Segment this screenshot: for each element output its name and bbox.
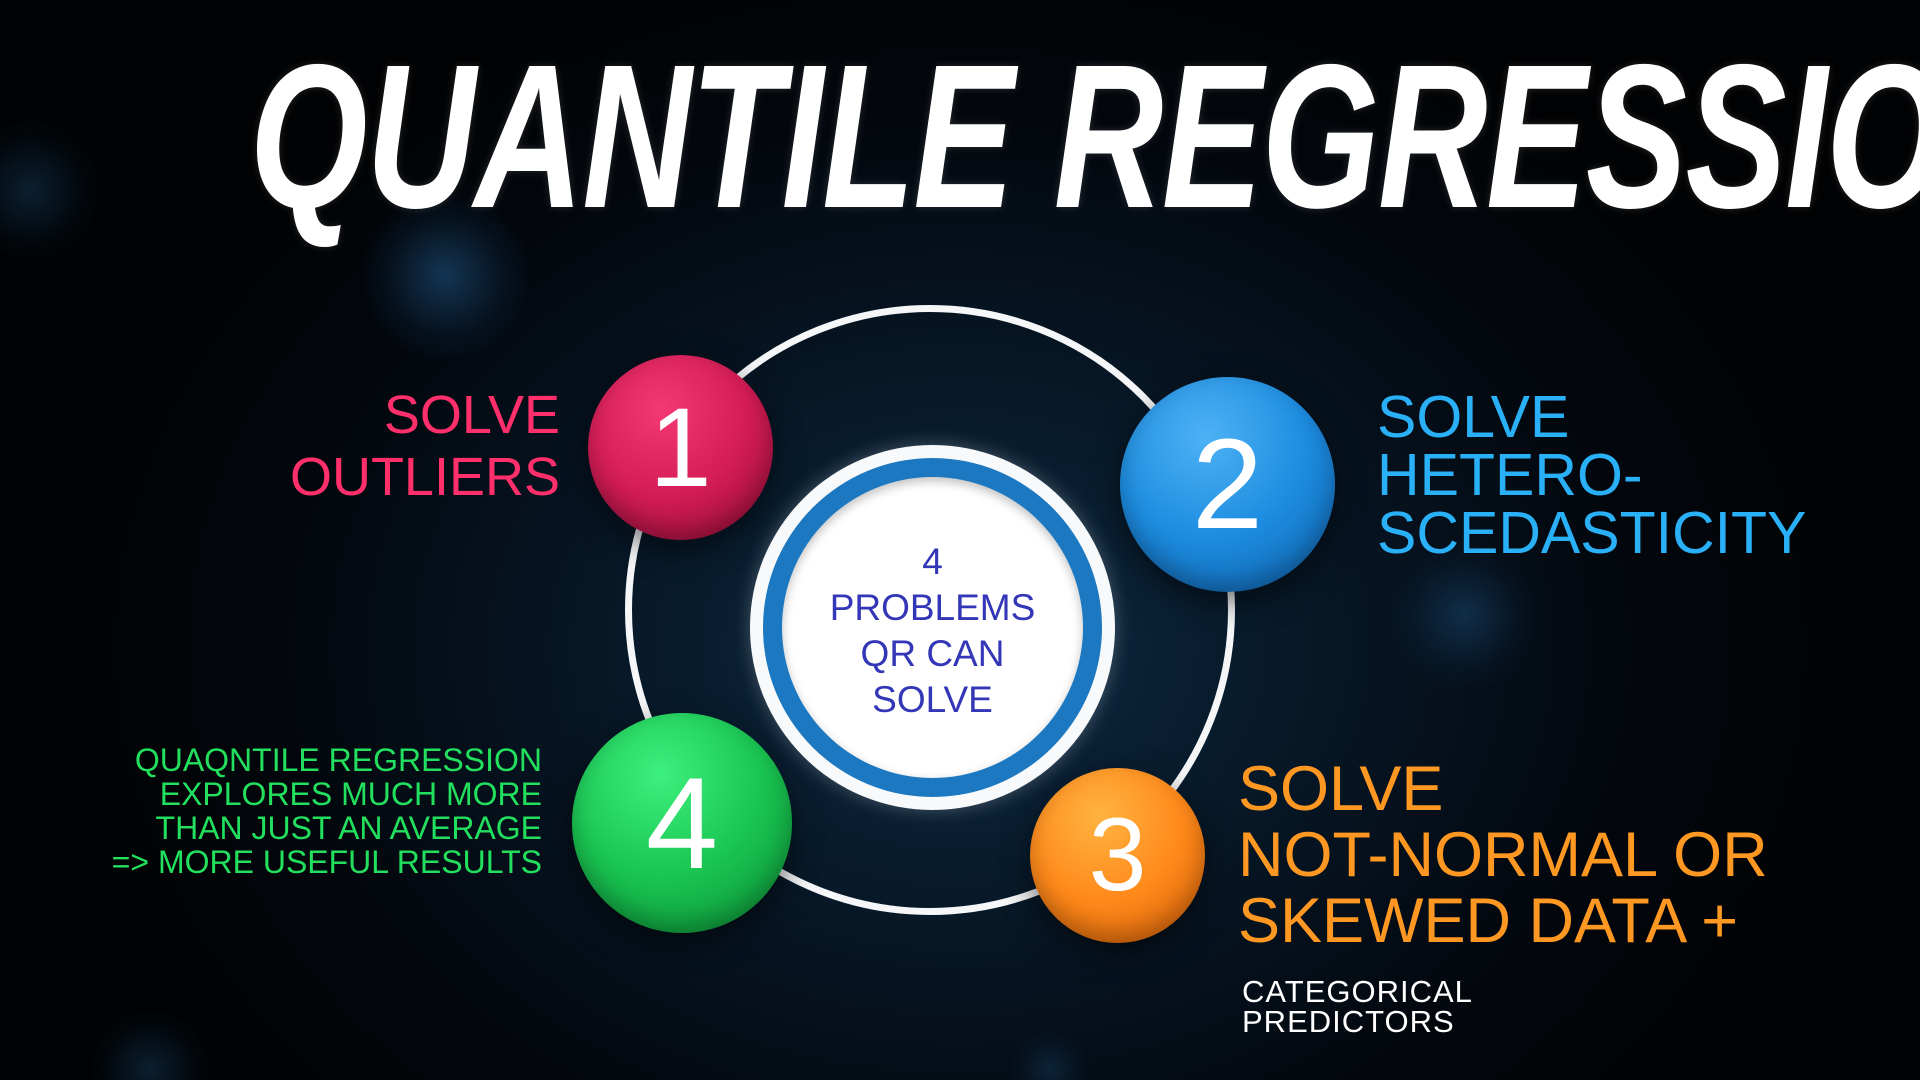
node-2-label: SOLVE HETERO- SCEDASTICITY — [1377, 384, 1807, 566]
bokeh-light — [90, 1010, 210, 1080]
node-4-number: 4 — [645, 750, 719, 896]
center-hub: 4 PROBLEMS QR CAN SOLVE — [750, 445, 1115, 810]
center-hub-ring: 4 PROBLEMS QR CAN SOLVE — [763, 458, 1102, 797]
node-1-label: SOLVE OUTLIERS — [289, 385, 560, 507]
node-4-label: QUAQNTILE REGRESSION EXPLORES MUCH MORE … — [111, 742, 542, 880]
node-3-label: SOLVE NOT-NORMAL OR SKEWED DATA + — [1238, 754, 1768, 956]
cycle-ring — [625, 305, 1235, 915]
node-1-badge: 1 — [588, 355, 773, 540]
bokeh-light — [360, 190, 530, 360]
center-hub-core: 4 PROBLEMS QR CAN SOLVE — [782, 477, 1083, 778]
center-hub-text: 4 PROBLEMS QR CAN SOLVE — [829, 540, 1036, 720]
bokeh-light — [1010, 1030, 1090, 1080]
node-3-number: 3 — [1088, 797, 1147, 913]
node-3-sublabel: CATEGORICAL PREDICTORS — [1242, 974, 1473, 1039]
node-1-number: 1 — [649, 385, 712, 510]
bokeh-light — [1390, 540, 1540, 690]
page-title: QUANTILE REGRESSION — [249, 22, 1920, 251]
node-2-number: 2 — [1191, 413, 1264, 556]
node-4-badge: 4 — [572, 713, 792, 933]
node-2-badge: 2 — [1120, 377, 1335, 592]
bokeh-light — [0, 120, 100, 260]
node-3-badge: 3 — [1030, 768, 1205, 943]
